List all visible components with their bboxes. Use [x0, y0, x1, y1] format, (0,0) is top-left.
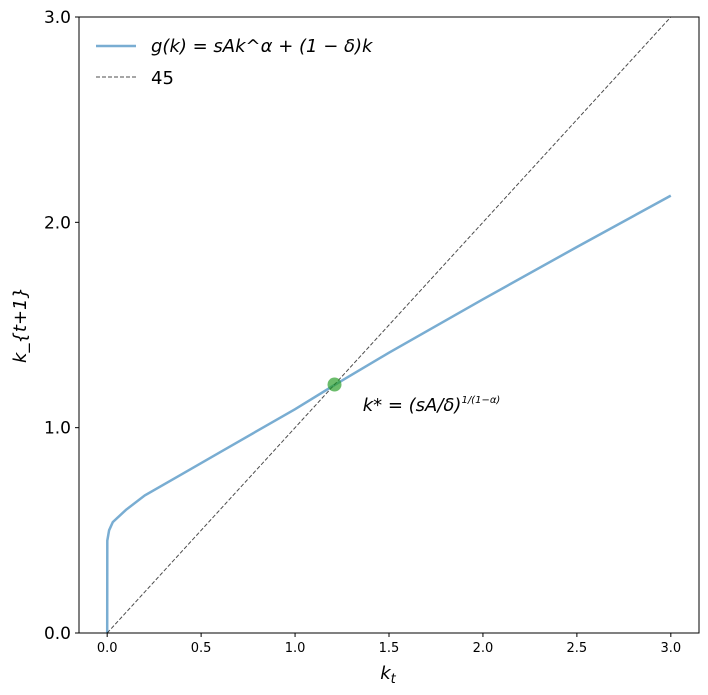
x-tick-label: 2.5: [567, 641, 588, 656]
legend-label-g: g(k) = sAk^α + (1 − δ)k: [151, 36, 374, 57]
x-tick-label: 0.0: [97, 641, 118, 656]
y-tick-label: 2.0: [44, 213, 71, 233]
steady-state-annotation: k* = (sA/δ)1/(1−α): [363, 395, 501, 416]
x-tick-label: 2.0: [473, 641, 494, 656]
x-tick-label: 1.5: [379, 641, 400, 656]
steady-state-point: [327, 377, 342, 392]
series-line-0: [105, 194, 672, 633]
y-tick-label: 3.0: [44, 8, 71, 28]
y-tick-label: 0.0: [44, 624, 71, 644]
y-tick-label: 1.0: [44, 419, 71, 439]
x-axis-label: kt: [380, 663, 396, 687]
x-tick-label: 0.5: [191, 641, 212, 656]
series-line-1: [106, 17, 672, 633]
x-tick-label: 3.0: [660, 641, 681, 656]
legend-label-45: 45: [151, 68, 174, 89]
x-tick-label: 1.0: [285, 641, 306, 656]
y-axis-label: k_{t+1}: [10, 287, 31, 363]
legend: g(k) = sAk^α + (1 − δ)k 45: [96, 36, 374, 89]
